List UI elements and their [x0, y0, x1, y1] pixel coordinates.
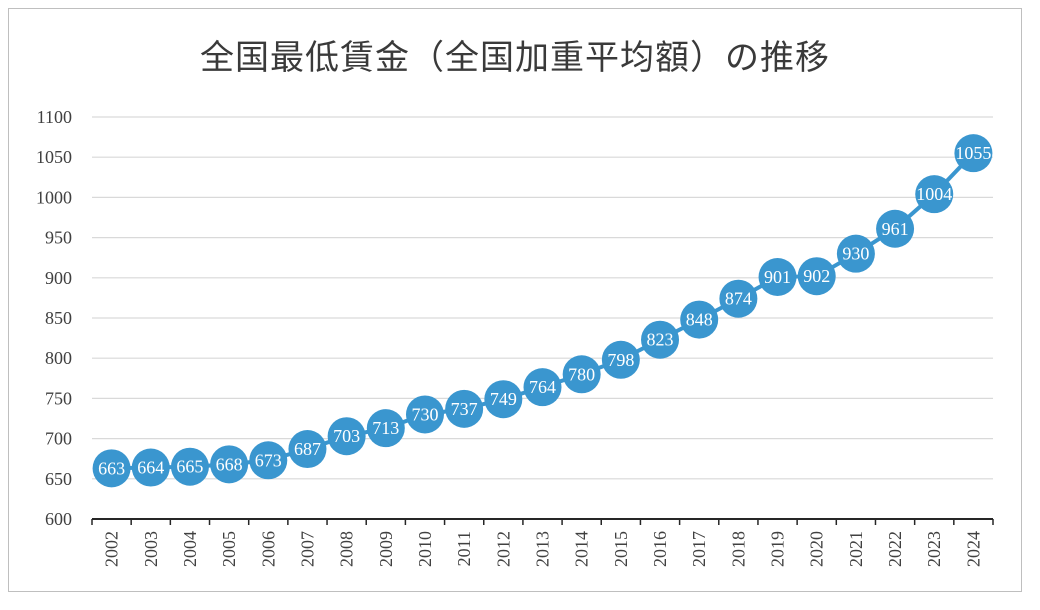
x-tick-2009: 2009 — [376, 531, 396, 567]
data-point-2016 — [641, 320, 680, 359]
data-point-2013 — [523, 368, 562, 407]
x-tick-2024: 2024 — [963, 531, 983, 567]
x-tick-2019: 2019 — [768, 531, 788, 567]
data-label-2009: 713 — [372, 418, 399, 438]
x-tick-2022: 2022 — [885, 531, 905, 567]
x-tick-2014: 2014 — [572, 531, 592, 567]
data-label-2012: 749 — [490, 389, 517, 409]
x-tick-2013: 2013 — [533, 531, 553, 567]
data-label-2022: 961 — [882, 219, 909, 239]
data-label-2020: 902 — [803, 266, 830, 286]
x-tick-2023: 2023 — [924, 531, 944, 567]
data-label-2023: 1004 — [916, 184, 952, 204]
y-tick-labels: 600 650 700 750 800 850 900 950 1000 1050 1100 — [36, 107, 72, 529]
data-label-2013: 764 — [529, 377, 556, 397]
data-label-2015: 798 — [607, 350, 634, 370]
data-point-2002 — [92, 449, 131, 488]
data-point-2014 — [562, 355, 601, 394]
data-point-2012 — [484, 380, 523, 419]
data-point-2020 — [797, 257, 836, 296]
data-point-2006 — [249, 441, 288, 480]
y-tick-650: 650 — [45, 469, 72, 489]
x-tick-2003: 2003 — [141, 531, 161, 567]
series-polyline — [111, 151, 975, 471]
data-point-2019 — [758, 257, 797, 296]
y-tick-700: 700 — [45, 429, 72, 449]
x-tick-2004: 2004 — [180, 531, 200, 567]
y-tick-950: 950 — [45, 228, 72, 248]
chart-title: 全国最低賃金（全国加重平均額）の推移 — [200, 38, 830, 78]
x-tick-2017: 2017 — [689, 531, 709, 567]
x-tick-2016: 2016 — [650, 531, 670, 567]
x-tick-2011: 2011 — [454, 531, 474, 566]
x-tick-2012: 2012 — [493, 531, 513, 567]
x-tick-2007: 2007 — [297, 531, 317, 567]
x-tick-2002: 2002 — [102, 531, 122, 567]
data-label-2004: 665 — [176, 457, 203, 477]
data-point-2023 — [915, 175, 954, 214]
data-points: 663 664 665 668 673 687 703 713 730 737 749 764 780 7… — [92, 134, 993, 488]
y-tick-1100: 1100 — [37, 107, 72, 127]
x-tick-2005: 2005 — [219, 531, 239, 567]
x-tick-2015: 2015 — [611, 531, 631, 567]
data-label-2005: 668 — [216, 454, 243, 474]
x-tick-2006: 2006 — [258, 531, 278, 567]
data-label-2014: 780 — [568, 364, 595, 384]
data-label-2017: 848 — [686, 310, 713, 330]
x-tick-2008: 2008 — [337, 531, 357, 567]
x-tick-labels: 2002 2003 2004 2005 2006 2007 2008 2009 2010 2011… — [102, 531, 984, 567]
data-point-2007 — [288, 430, 327, 469]
data-point-2011 — [445, 389, 484, 428]
y-tick-600: 600 — [45, 509, 72, 529]
series-line — [111, 151, 975, 471]
x-tick-2010: 2010 — [415, 531, 435, 567]
data-point-2022 — [876, 209, 915, 248]
x-tick-2021: 2021 — [846, 531, 866, 567]
chart-frame — [8, 8, 1022, 592]
y-tick-1050: 1050 — [36, 147, 72, 167]
y-tick-900: 900 — [45, 268, 72, 288]
data-label-2019: 901 — [764, 267, 791, 287]
x-tick-2020: 2020 — [807, 531, 827, 567]
y-tick-1000: 1000 — [36, 187, 72, 207]
x-tick-2018: 2018 — [728, 531, 748, 567]
data-label-2008: 703 — [333, 426, 360, 446]
data-point-2010 — [405, 395, 444, 434]
data-label-2002: 663 — [98, 458, 125, 478]
data-label-2024: 1055 — [955, 143, 991, 163]
data-point-2005 — [210, 445, 249, 484]
data-label-2021: 930 — [842, 244, 869, 264]
y-tick-850: 850 — [45, 308, 72, 328]
y-tick-750: 750 — [45, 388, 72, 408]
y-tick-800: 800 — [45, 348, 72, 368]
data-point-2015 — [601, 340, 640, 379]
data-label-2018: 874 — [725, 289, 752, 309]
data-point-2017 — [680, 300, 719, 339]
data-point-2008 — [327, 417, 366, 456]
data-point-2004 — [170, 447, 209, 486]
data-label-2006: 673 — [255, 450, 282, 470]
data-label-2016: 823 — [647, 330, 674, 350]
data-point-2003 — [131, 448, 170, 487]
data-point-2009 — [366, 409, 405, 448]
data-point-2021 — [836, 234, 875, 273]
data-label-2010: 730 — [411, 404, 438, 424]
data-point-2018 — [719, 279, 758, 318]
gridlines — [92, 116, 993, 480]
data-label-2003: 664 — [137, 458, 164, 478]
data-label-2007: 687 — [294, 439, 321, 459]
data-label-2011: 737 — [451, 399, 478, 419]
x-axis — [91, 518, 994, 525]
data-point-2024 — [954, 134, 993, 173]
